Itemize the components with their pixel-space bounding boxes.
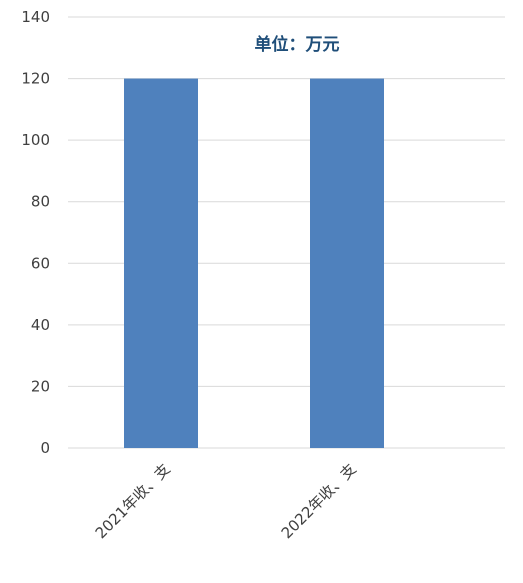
y-tick-label: 100: [21, 131, 50, 149]
bar: [310, 78, 384, 449]
y-tick-label: 120: [21, 70, 50, 88]
chart-title: 单位：万元: [255, 34, 340, 55]
y-tick-label: 140: [21, 8, 50, 26]
y-tick-label: 60: [31, 254, 50, 272]
y-tick-label: 80: [31, 193, 50, 211]
y-axis-ticks: 0 20 40 60 80 100 120 140: [21, 8, 50, 457]
x-category-label: 2021年收、支: [92, 460, 174, 542]
bars: [124, 78, 384, 449]
bar: [124, 78, 198, 449]
y-tick-label: 40: [31, 316, 50, 334]
y-tick-label: 0: [40, 439, 50, 457]
x-category-label: 2022年收、支: [278, 460, 360, 542]
y-tick-label: 20: [31, 377, 50, 395]
x-axis-categories: 2021年收、支 2022年收、支: [92, 460, 360, 542]
